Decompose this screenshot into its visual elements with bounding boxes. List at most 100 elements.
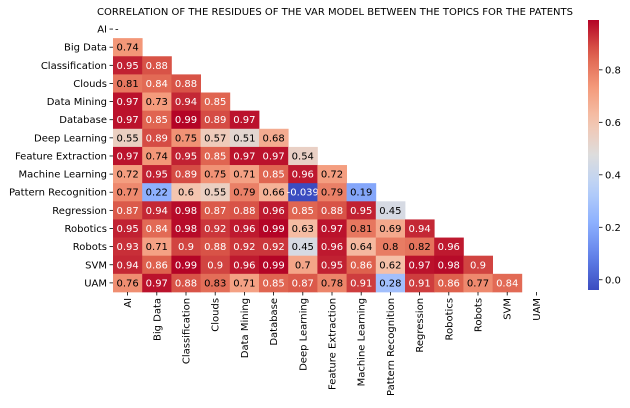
heatmap-cell-value: 0.69 (379, 224, 401, 235)
col-label: Feature Extraction (328, 298, 339, 390)
heatmap-cell-value: 0.55 (116, 133, 138, 144)
heatmap-cell-value: 0.91 (350, 278, 372, 289)
heatmap-cell-value: 0.96 (233, 260, 255, 271)
heatmap-cell-value: 0.85 (204, 97, 226, 108)
heatmap-cell-value: 0.97 (262, 151, 284, 162)
heatmap-cell-value: 0.96 (292, 170, 314, 181)
col-label: SVM (503, 298, 514, 320)
heatmap-cell-value: 0.98 (175, 224, 197, 235)
heatmap-cell-value: 0.95 (116, 61, 138, 72)
heatmap-cell-value: 0.97 (233, 115, 255, 126)
heatmap-cell-value: 0.97 (408, 260, 430, 271)
heatmap-cell-value: 0.71 (146, 242, 168, 253)
heatmap-cell-value: 0.7 (295, 260, 311, 271)
row-label: Machine Learning (19, 170, 107, 181)
heatmap-cell-value: 0.85 (292, 206, 314, 217)
heatmap-cell-value: 0.88 (175, 278, 197, 289)
heatmap-cell-value: 0.64 (350, 242, 372, 253)
heatmap-cell-value: 0.84 (496, 278, 518, 289)
col-label: Robots (474, 298, 485, 332)
heatmap-cell-value: 0.81 (350, 224, 372, 235)
heatmap-cell-value: 0.89 (175, 170, 197, 181)
row-labels: -AIBig DataClassificationCloudsData Mini… (9, 25, 119, 290)
heatmap-cell-value: 0.97 (321, 224, 343, 235)
row-label: Big Data (64, 43, 107, 54)
heatmap-cell-value: 0.89 (204, 115, 226, 126)
heatmap-cell-value: 0.97 (146, 278, 168, 289)
heatmap-cell-value: 0.51 (233, 133, 255, 144)
heatmap-cell-value: 0.96 (438, 242, 460, 253)
heatmap-cell-value: 0.77 (116, 188, 138, 199)
heatmap-cell-value: 0.6 (178, 188, 194, 199)
row-label: Clouds (73, 79, 107, 90)
heatmap-cell-value: 0.87 (204, 206, 226, 217)
heatmap-cell-value: 0.45 (379, 206, 401, 217)
heatmap-cell-value: 0.72 (321, 170, 343, 181)
row-label: Regression (52, 206, 107, 217)
heatmap-cell-value: 0.68 (262, 133, 284, 144)
heatmap-cell-value: 0.73 (146, 97, 168, 108)
col-label: Robotics (444, 298, 455, 341)
heatmap-cell-value: 0.87 (292, 278, 314, 289)
heatmap-cell-value: 0.88 (321, 206, 343, 217)
heatmap-cell-value: 0.99 (175, 260, 197, 271)
heatmap-cell-value: 0.62 (379, 260, 401, 271)
heatmap-cell-value: 0.28 (379, 278, 401, 289)
colorbar-gradient (588, 20, 599, 290)
row-label: Robotics (65, 224, 108, 235)
heatmap-cell-value: 0.95 (321, 260, 343, 271)
row-label: Classification (41, 61, 107, 72)
col-label: Clouds (211, 298, 222, 332)
heatmap-cell-value: 0.76 (116, 278, 138, 289)
heatmap-cell-value: 0.88 (175, 79, 197, 90)
heatmap-cell-value: 0.55 (204, 188, 226, 199)
heatmap-cell-value: 0.83 (204, 278, 226, 289)
heatmap-cell-value: 0.95 (116, 224, 138, 235)
heatmap-cell-value: 0.79 (321, 188, 343, 199)
heatmap-cell-value: 0.19 (350, 188, 372, 199)
col-label: AI (123, 298, 134, 308)
heatmap-cell-value: 0.95 (146, 170, 168, 181)
chart-title: CORRELATION OF THE RESIDUES OF THE VAR M… (97, 7, 573, 18)
heatmap-cell-value: 0.99 (262, 224, 284, 235)
heatmap-cell-value: 0.82 (408, 242, 430, 253)
col-label: Regression (415, 298, 426, 353)
heatmap-cell-value: 0.86 (438, 278, 460, 289)
heatmap-cell-value: 0.95 (350, 206, 372, 217)
col-label: Data Mining (240, 298, 251, 358)
col-label: Classification (182, 298, 193, 364)
heatmap-cell-value: 0.97 (116, 97, 138, 108)
heatmap-cell-value: 0.54 (292, 151, 314, 162)
heatmap-cell-value: 0.78 (321, 278, 343, 289)
heatmap-cell-value: 0.85 (204, 151, 226, 162)
heatmap-cell-value: 0.74 (116, 43, 138, 54)
heatmap-cell-value: 0.97 (233, 151, 255, 162)
heatmap-cell-value: 0.91 (408, 278, 430, 289)
heatmap-cell-value: 0.92 (233, 242, 255, 253)
heatmap-cell-value: 0.87 (116, 206, 138, 217)
row-label: Deep Learning (34, 133, 107, 144)
heatmap-cell-value: 0.74 (146, 151, 168, 162)
row-label: SVM (85, 260, 107, 271)
heatmap-cell-value: 0.9 (207, 260, 223, 271)
heatmap-cell-value: 0.89 (146, 133, 168, 144)
heatmap-cell-value: 0.94 (408, 224, 430, 235)
heatmap-cell-value: 0.94 (175, 97, 197, 108)
colorbar-tick-label: 0.8 (605, 65, 621, 76)
heatmap-cell-value: 0.77 (467, 278, 489, 289)
heatmap-cell-value: 0.96 (233, 224, 255, 235)
col-label: Pattern Recognition (386, 298, 397, 396)
heatmap-cell-value: 0.66 (262, 188, 284, 199)
heatmap-cell-value: 0.72 (116, 170, 138, 181)
col-label: UAM (532, 298, 543, 321)
heatmap-cell-value: 0.95 (175, 151, 197, 162)
heatmap-cell-value: 0.71 (233, 278, 255, 289)
heatmap-cell-value: 0.75 (204, 170, 226, 181)
row-label: AI (97, 25, 107, 36)
col-label: Deep Learning (298, 298, 309, 371)
col-label: Machine Learning (357, 298, 368, 386)
heatmap-cell-value: 0.97 (116, 151, 138, 162)
heatmap-cell-value: 0.94 (116, 260, 138, 271)
heatmap-cell-value: 0.99 (175, 115, 197, 126)
heatmap-cell-value: 0.92 (262, 242, 284, 253)
